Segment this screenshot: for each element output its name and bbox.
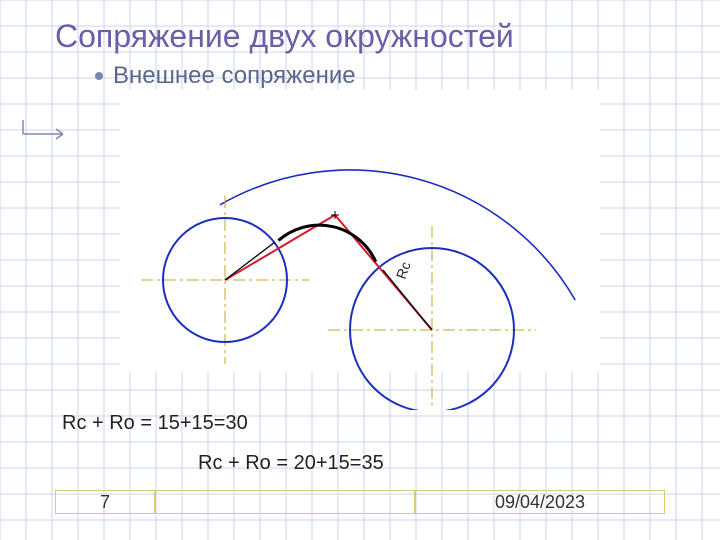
formula-2: Rс + Rо = 20+15=35: [198, 452, 384, 475]
footer: 7 09/04/2023: [55, 490, 665, 520]
bullet-row: Внешнее сопряжение: [95, 62, 356, 90]
footer-date: 09/04/2023: [415, 490, 665, 514]
footer-middle: [155, 490, 415, 514]
geometry-diagram: Rс: [120, 90, 600, 410]
page-title: Сопряжение двух окружностей: [55, 18, 514, 55]
formula-1: Rс + Rо = 15+15=30: [62, 412, 248, 435]
slide-content: Сопряжение двух окружностей Внешнее сопр…: [0, 0, 720, 540]
bullet-icon: [95, 72, 103, 80]
footer-page-number: 7: [55, 490, 155, 514]
subtitle: Внешнее сопряжение: [113, 62, 356, 90]
